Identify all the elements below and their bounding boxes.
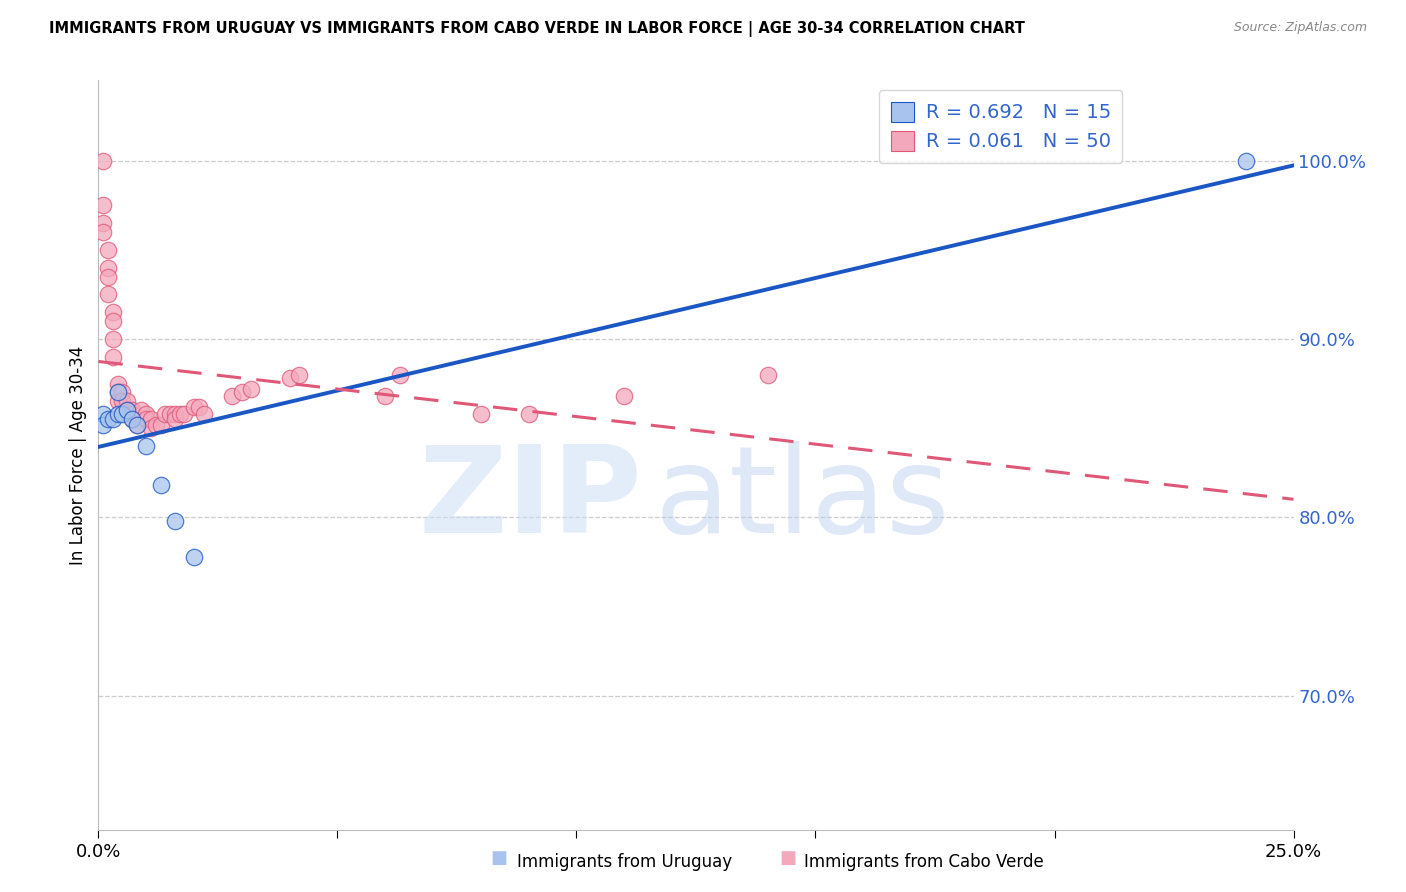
Point (111, 394, 134, 409)
Point (149, 417, 172, 432)
Point (91, 153, 114, 168)
Point (163, 514, 186, 528)
Point (97, 412, 120, 426)
Text: Immigrants from Uruguay: Immigrants from Uruguay (517, 854, 733, 871)
Point (139, 421, 162, 435)
Legend: R = 0.692   N = 15, R = 0.061   N = 50: R = 0.692 N = 15, R = 0.061 N = 50 (879, 90, 1122, 163)
Text: Immigrants from Cabo Verde: Immigrants from Cabo Verde (804, 854, 1045, 871)
Point (145, 417, 167, 432)
Point (97, 243, 120, 257)
Point (517, 407, 540, 421)
Point (149, 478, 172, 492)
Point (163, 412, 186, 426)
Point (173, 407, 195, 421)
Text: ■: ■ (491, 849, 508, 867)
Point (125, 417, 148, 432)
Point (111, 407, 134, 421)
Point (91, 225, 114, 239)
Point (388, 368, 411, 382)
Point (374, 389, 396, 403)
Text: ZIP: ZIP (419, 442, 643, 558)
Point (221, 389, 243, 403)
Point (193, 407, 215, 421)
Point (155, 407, 177, 421)
Point (278, 371, 301, 385)
Point (91, 407, 114, 421)
Point (139, 412, 162, 426)
Point (125, 417, 148, 432)
Point (97, 269, 120, 284)
Point (111, 385, 134, 400)
Point (107, 407, 129, 421)
Point (101, 314, 124, 328)
Point (131, 403, 153, 417)
Point (187, 400, 209, 414)
Point (115, 394, 138, 409)
Text: atlas: atlas (654, 442, 950, 558)
Point (135, 412, 157, 426)
Point (613, 389, 636, 403)
Text: ■: ■ (779, 849, 796, 867)
Point (107, 385, 129, 400)
Point (121, 403, 143, 417)
Point (97, 260, 120, 275)
Point (101, 332, 124, 346)
Text: IMMIGRANTS FROM URUGUAY VS IMMIGRANTS FROM CABO VERDE IN LABOR FORCE | AGE 30-34: IMMIGRANTS FROM URUGUAY VS IMMIGRANTS FR… (49, 21, 1025, 37)
Point (121, 412, 143, 426)
Point (756, 368, 779, 382)
Point (101, 305, 124, 319)
Point (470, 407, 492, 421)
Point (231, 385, 253, 400)
Point (101, 412, 124, 426)
Point (183, 400, 205, 414)
Point (97, 287, 120, 301)
Text: Source: ZipAtlas.com: Source: ZipAtlas.com (1233, 21, 1367, 34)
Point (169, 407, 191, 421)
Point (135, 439, 157, 453)
Point (91, 216, 114, 230)
Point (101, 350, 124, 364)
Point (115, 403, 138, 417)
Y-axis label: In Labor Force | Age 30-34: In Labor Force | Age 30-34 (69, 345, 87, 565)
Point (115, 403, 138, 417)
Point (159, 407, 181, 421)
Point (135, 407, 157, 421)
Point (240, 382, 263, 396)
Point (163, 407, 186, 421)
Point (107, 376, 129, 391)
Point (91, 417, 114, 432)
Point (107, 385, 129, 400)
Point (107, 394, 129, 409)
Point (121, 407, 143, 421)
Point (91, 198, 114, 212)
Point (183, 549, 205, 564)
Point (121, 412, 143, 426)
Point (288, 368, 311, 382)
Point (1234, 153, 1257, 168)
